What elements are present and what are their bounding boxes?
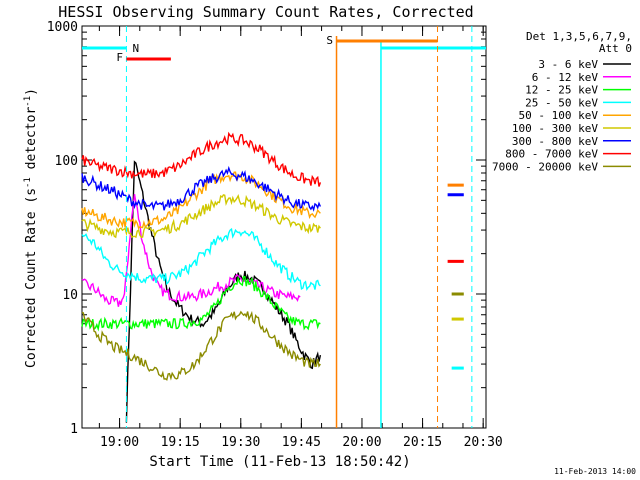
plot-timestamp: 11-Feb-2013 14:00 xyxy=(554,467,636,476)
legend-label: 25 - 50 keV xyxy=(525,96,598,109)
x-tick-label: 20:30 xyxy=(464,435,503,450)
x-tick-label: 20:00 xyxy=(342,435,381,450)
x-tick-label: 19:15 xyxy=(161,435,200,450)
series-line-100-300kev xyxy=(81,194,321,239)
y-axis-label-end: ) xyxy=(24,88,39,96)
plot-area: 1 10 100 1000 19:00 19:15 19:30 19:45 20:00 20:1… xyxy=(47,20,503,450)
series-line-300-800kev xyxy=(81,165,322,212)
series-line-50-100kev xyxy=(81,171,321,230)
legend-label: 3 - 6 keV xyxy=(538,58,598,71)
y-tick-label: 100 xyxy=(55,154,78,169)
flare-flag-label: F xyxy=(116,51,123,64)
series-line-3-6kev xyxy=(125,160,322,423)
chart-title: HESSI Observing Summary Count Rates, Cor… xyxy=(58,3,473,21)
x-axis-label: Start Time (11-Feb-13 18:50:42) xyxy=(149,454,410,470)
series-layer xyxy=(81,131,322,423)
series-line-7000-20000kev xyxy=(81,310,321,381)
x-axis: 19:00 19:15 19:30 19:45 20:00 20:15 20:30 xyxy=(98,26,503,450)
y-axis-label-main: Corrected Count Rate (s xyxy=(24,188,39,368)
legend-header-line-2: Att 0 xyxy=(599,42,632,55)
y-axis-label: Corrected Count Rate (s-1 detector-1) xyxy=(23,88,39,368)
legend-label: 50 - 100 keV xyxy=(519,109,599,122)
x-tick-label: 19:30 xyxy=(221,435,260,450)
legend-label: 800 - 7000 keV xyxy=(505,148,598,161)
plot-frame xyxy=(81,25,487,429)
y-axis-label-mid: detector xyxy=(24,107,39,178)
x-tick-label: 19:00 xyxy=(100,435,139,450)
saa-flag-label: S xyxy=(326,34,333,47)
y-tick-label: 1 xyxy=(70,422,78,437)
legend-label: 12 - 25 keV xyxy=(525,84,598,97)
x-tick-label: 19:45 xyxy=(282,435,321,450)
legend-label: 7000 - 20000 keV xyxy=(492,160,598,173)
y-axis-label-sup1: -1 xyxy=(23,177,33,188)
legend-header-line-1: Det 1,3,5,6,7,9, xyxy=(526,30,632,43)
y-axis-label-sup2: -1 xyxy=(23,96,33,107)
series-line-12-25kev xyxy=(81,275,321,332)
annotation-layer: NF S xyxy=(82,26,486,428)
legend-label: 100 - 300 keV xyxy=(512,122,598,135)
series-line-6-12kev xyxy=(81,193,301,307)
y-tick-label: 10 xyxy=(62,288,78,303)
x-tick-label: 20:15 xyxy=(403,435,442,450)
y-tick-label: 1000 xyxy=(47,20,78,35)
night-flag-label: N xyxy=(133,42,140,55)
series-line-800-7000kev xyxy=(81,131,322,187)
series-line-25-50kev xyxy=(81,227,321,291)
legend-label: 6 - 12 keV xyxy=(532,71,599,84)
legend-label: 300 - 800 keV xyxy=(512,135,598,148)
y-axis: 1 10 100 1000 xyxy=(47,20,486,437)
